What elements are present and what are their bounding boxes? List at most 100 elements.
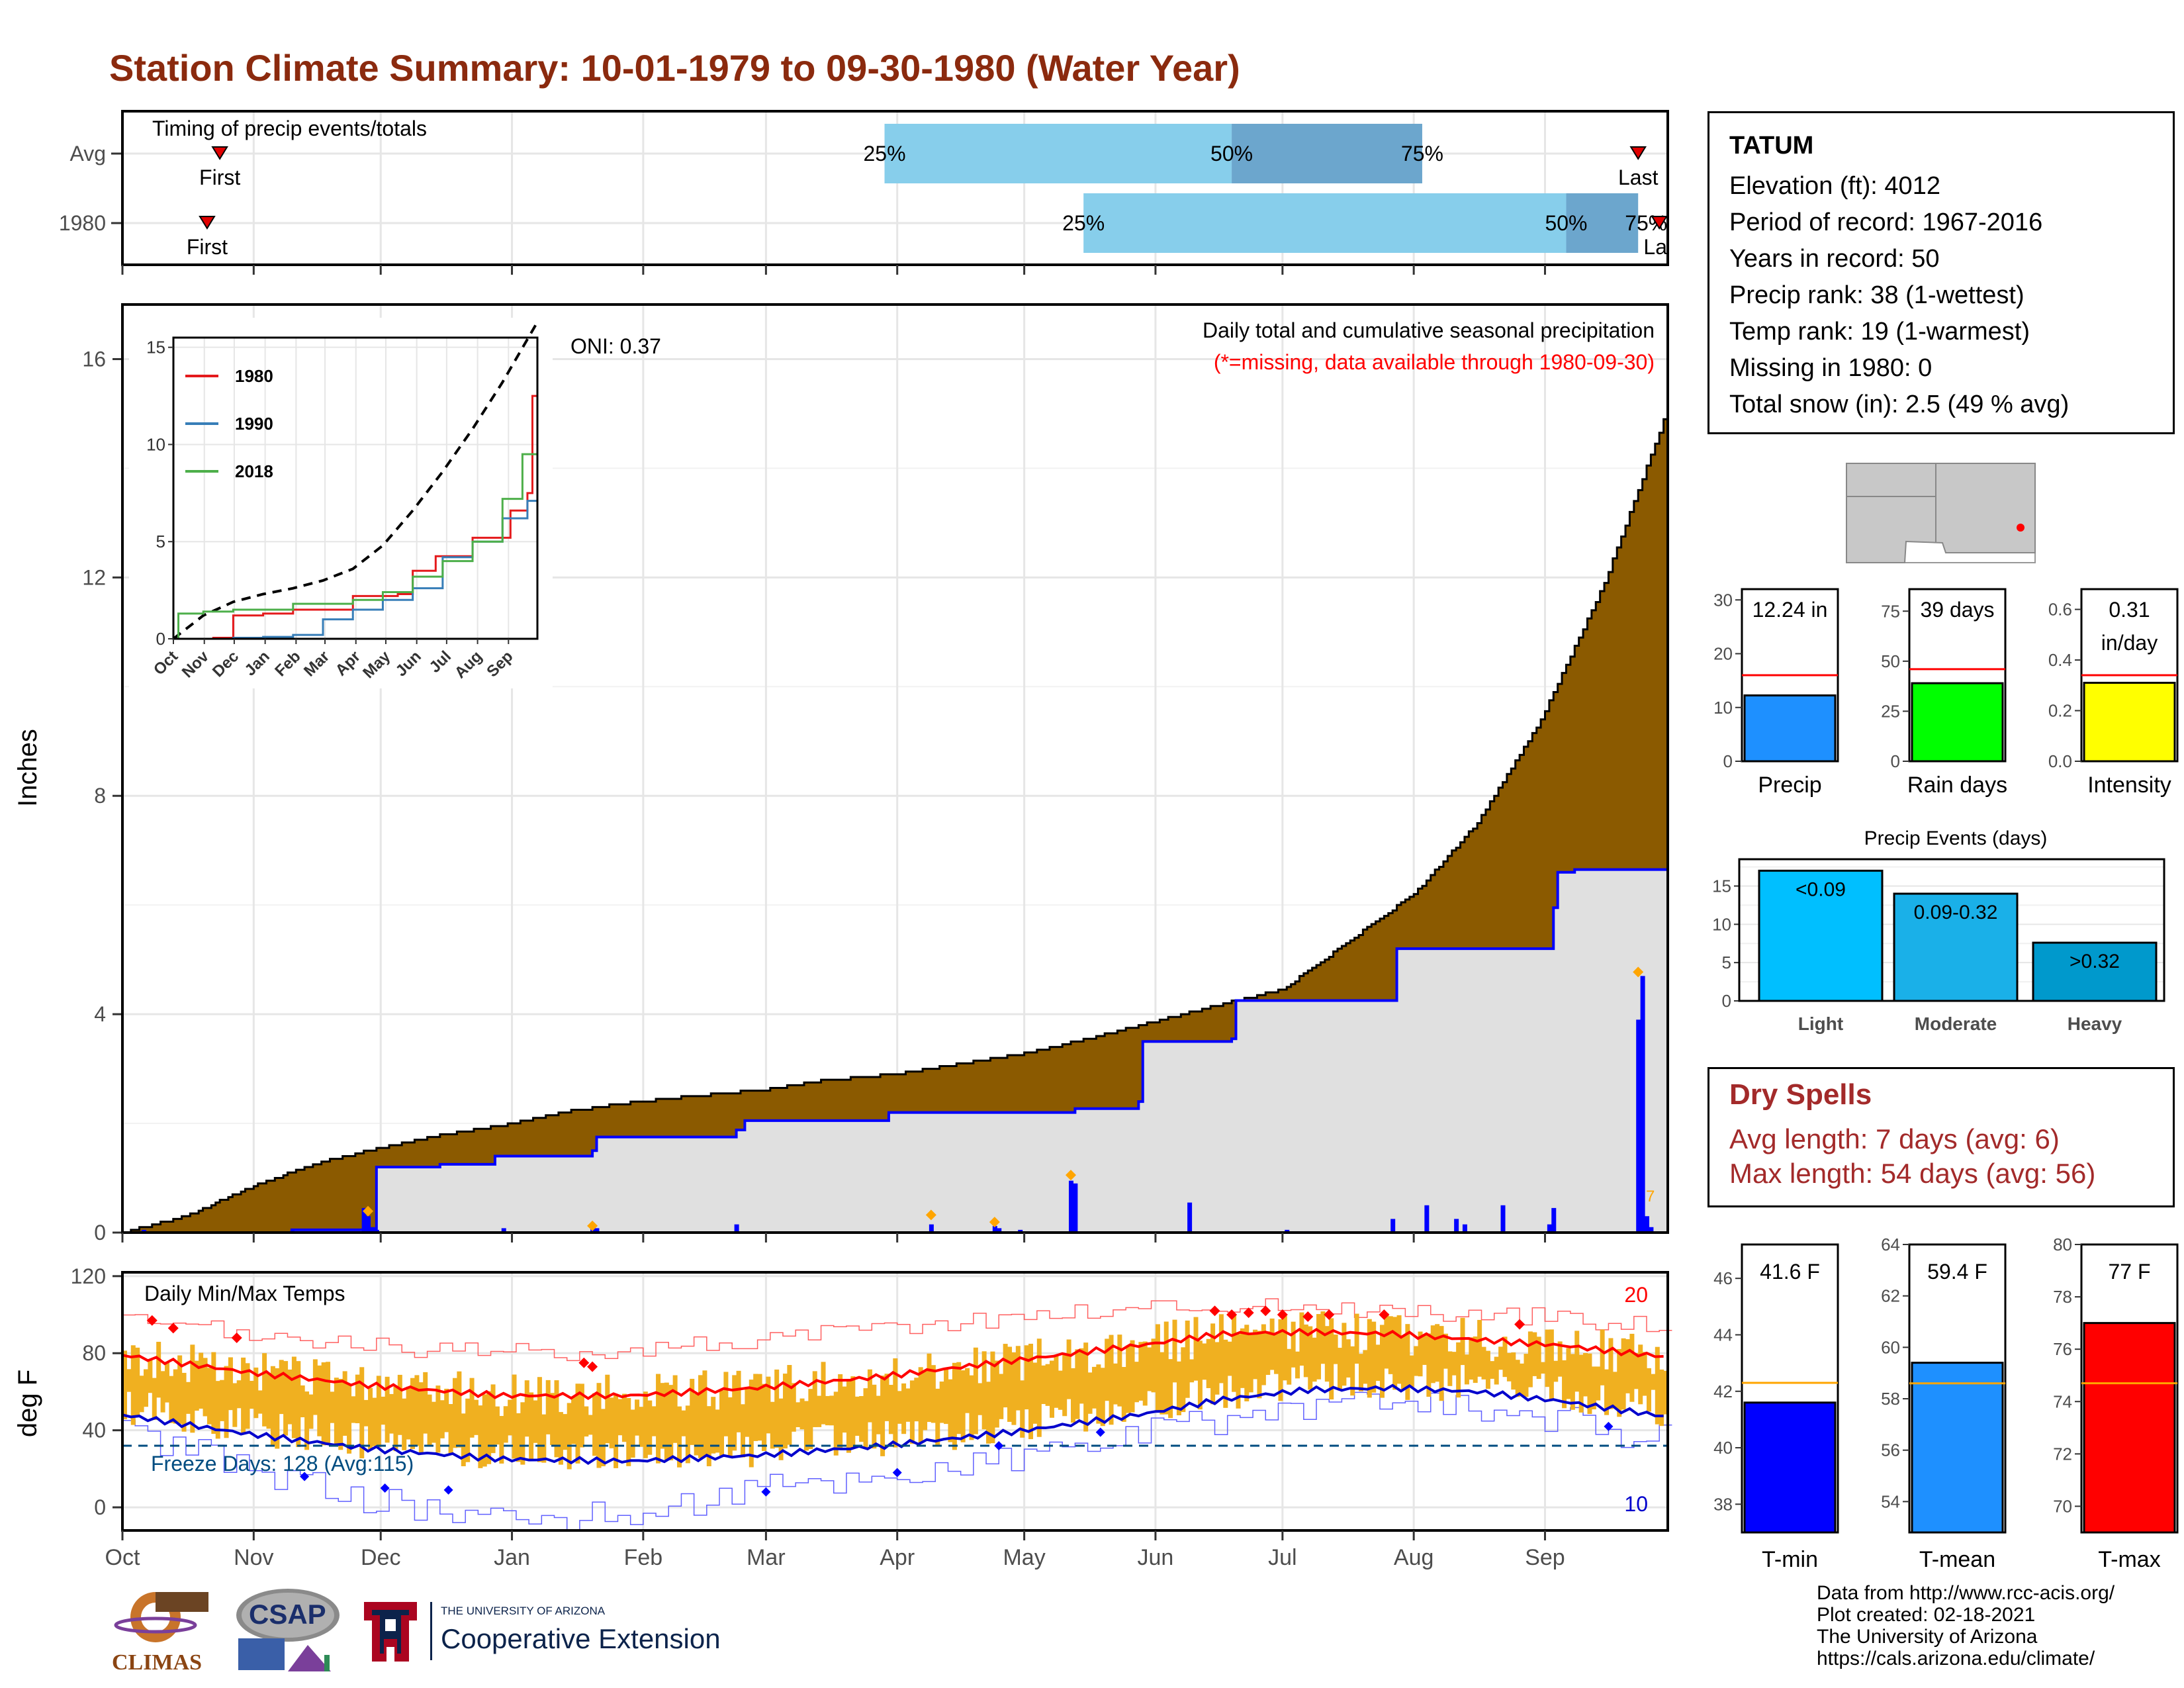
daily-temp-bar bbox=[872, 1384, 877, 1449]
daily-precip-bar bbox=[1073, 1183, 1078, 1233]
daily-temp-bar bbox=[1151, 1338, 1156, 1393]
daily-temp-bar bbox=[1451, 1352, 1457, 1376]
daily-temp-bar bbox=[368, 1387, 373, 1450]
daily-temp-bar bbox=[461, 1413, 466, 1466]
daily-temp-bar bbox=[1617, 1348, 1622, 1417]
daily-temp-bar bbox=[630, 1409, 635, 1458]
daily-temp-bar bbox=[981, 1351, 987, 1430]
daily-temp-bar bbox=[1498, 1346, 1504, 1370]
daily-temp-bar bbox=[232, 1383, 238, 1427]
daily-temp-bar bbox=[457, 1371, 462, 1448]
daily-temp-bar bbox=[1091, 1366, 1097, 1409]
side-panels: 12.24 in Precip 0 10 20 30 39 days Rain days 0 25… bbox=[1712, 463, 2179, 1572]
daily-temp-bar bbox=[1109, 1335, 1114, 1425]
daily-temp-bar bbox=[829, 1395, 835, 1426]
daily-temp-bar bbox=[990, 1351, 995, 1444]
dry-spells-title: Dry Spells bbox=[1729, 1078, 1872, 1111]
daily-precip-bar bbox=[1454, 1219, 1459, 1233]
daily-temp-bar bbox=[1172, 1319, 1177, 1383]
daily-temp-bar bbox=[1443, 1333, 1448, 1369]
temp-mean-y-tick-label: 62 bbox=[1881, 1286, 1900, 1306]
daily-temp-bar bbox=[888, 1385, 893, 1434]
daily-temp-bar bbox=[1608, 1338, 1614, 1409]
daily-temp-bar bbox=[1633, 1353, 1639, 1389]
daily-temp-bar bbox=[741, 1404, 745, 1458]
daily-temp-bar bbox=[469, 1378, 475, 1438]
daily-temp-bar bbox=[774, 1369, 780, 1448]
temp-x-tick-label: Nov bbox=[234, 1545, 273, 1570]
daily-temp-bar bbox=[1527, 1331, 1533, 1387]
total-y-tick-label: 20 bbox=[1713, 644, 1733, 664]
daily-temp-bar bbox=[393, 1386, 398, 1452]
record-low-marker bbox=[443, 1485, 453, 1495]
record-high-marker bbox=[1302, 1311, 1314, 1322]
daily-temp-bar bbox=[1604, 1369, 1610, 1415]
daily-temp-bar bbox=[1070, 1368, 1075, 1423]
daily-temp-bar bbox=[1007, 1346, 1013, 1422]
daily-temp-bar bbox=[1117, 1335, 1122, 1407]
record-high-marker bbox=[1260, 1305, 1271, 1317]
daily-temp-bar bbox=[791, 1383, 796, 1432]
daily-temp-bar bbox=[914, 1378, 919, 1422]
record-low-marker bbox=[994, 1440, 1004, 1450]
daily-temp-bar bbox=[1388, 1316, 1393, 1374]
station-years: Years in record: 50 bbox=[1729, 245, 1940, 273]
temp-mean-y-tick-label: 64 bbox=[1881, 1235, 1900, 1254]
daily-temp-bar bbox=[253, 1367, 259, 1419]
daily-temp-bar bbox=[389, 1393, 394, 1434]
daily-temp-bar bbox=[1218, 1314, 1224, 1383]
daily-temp-bar bbox=[1160, 1352, 1165, 1415]
events-y-tick-label: 0 bbox=[1722, 991, 1731, 1011]
daily-temp-bar bbox=[1435, 1324, 1440, 1382]
daily-temp-bar bbox=[359, 1367, 365, 1458]
temp-x-tick-label: Jul bbox=[1268, 1545, 1297, 1570]
daily-temp-bar bbox=[905, 1388, 911, 1422]
temp-mean-y-tick-label: 60 bbox=[1881, 1337, 1900, 1357]
ua-small-text: THE UNIVERSITY OF ARIZONA bbox=[441, 1605, 606, 1617]
precip-events-title: Precip Events (days) bbox=[1864, 827, 2048, 849]
daily-temp-bar bbox=[177, 1355, 183, 1424]
daily-temp-bar bbox=[749, 1380, 754, 1468]
precip-y-tick-label: 12 bbox=[82, 565, 106, 589]
daily-temp-bar bbox=[1041, 1365, 1046, 1405]
daily-temp-bar bbox=[152, 1378, 157, 1421]
temp-x-tick-label: Sep bbox=[1525, 1545, 1565, 1570]
daily-temp-bar bbox=[1075, 1349, 1080, 1419]
daily-temp-bar bbox=[1502, 1336, 1508, 1378]
daily-temp-bar bbox=[1062, 1354, 1068, 1417]
daily-temp-bar bbox=[1282, 1316, 1287, 1381]
daily-temp-bar bbox=[439, 1400, 445, 1438]
daily-precip-bar bbox=[992, 1226, 997, 1233]
daily-temp-bar bbox=[1354, 1313, 1359, 1364]
daily-temp-bar bbox=[1481, 1346, 1486, 1380]
daily-temp-bar bbox=[444, 1388, 449, 1432]
daily-temp-bar bbox=[846, 1380, 851, 1453]
daily-temp-bar bbox=[617, 1399, 623, 1436]
daily-temp-bar bbox=[499, 1416, 504, 1464]
daily-precip-bar bbox=[1645, 1216, 1650, 1233]
daily-temp-bar bbox=[1240, 1328, 1245, 1388]
daily-temp-bar bbox=[1308, 1326, 1313, 1390]
cold-record-count: 10 bbox=[1624, 1492, 1648, 1516]
precip-missing-note: (*=missing, data available through 1980-… bbox=[1214, 350, 1655, 374]
daily-temp-bar bbox=[1629, 1333, 1635, 1402]
daily-temp-bar bbox=[1134, 1362, 1139, 1403]
daily-temp-bar bbox=[326, 1362, 331, 1443]
daily-temp-bar bbox=[1176, 1361, 1181, 1416]
daily-temp-bar bbox=[1494, 1356, 1499, 1385]
events-category-label: Moderate bbox=[1915, 1013, 1997, 1034]
daily-temp-bar bbox=[1147, 1347, 1152, 1391]
daily-temp-bar bbox=[660, 1383, 665, 1449]
daily-temp-bar bbox=[1287, 1348, 1292, 1385]
daily-temp-bar bbox=[1647, 1368, 1652, 1412]
precip-y-tick-label: 4 bbox=[94, 1002, 106, 1026]
daily-temp-bar bbox=[948, 1379, 953, 1442]
daily-temp-bar bbox=[567, 1403, 572, 1470]
daily-temp-bar bbox=[122, 1350, 127, 1420]
precip-snow-marker bbox=[587, 1220, 598, 1231]
daily-temp-bar bbox=[220, 1380, 225, 1421]
daily-precip-bar bbox=[594, 1228, 600, 1233]
daily-temp-bar bbox=[706, 1406, 711, 1467]
daily-temp-bar bbox=[803, 1401, 809, 1451]
temp-x-tick-label: Apr bbox=[880, 1545, 915, 1570]
